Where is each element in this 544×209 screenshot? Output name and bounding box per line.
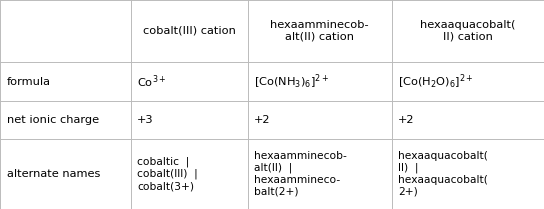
Text: +2: +2 <box>254 115 270 125</box>
Text: $[\mathrm{Co(NH_3)_6}]^{2+}$: $[\mathrm{Co(NH_3)_6}]^{2+}$ <box>254 72 329 91</box>
Text: hexaamminecob-
alt(II) cation: hexaamminecob- alt(II) cation <box>270 20 369 42</box>
Text: cobaltic  |
cobalt(III)  |
cobalt(3+): cobaltic | cobalt(III) | cobalt(3+) <box>137 157 198 191</box>
Text: hexaamminecob-
alt(II)  |
hexaammineco-
balt(2+): hexaamminecob- alt(II) | hexaammineco- b… <box>254 151 347 197</box>
Text: +2: +2 <box>398 115 415 125</box>
Text: alternate names: alternate names <box>7 169 100 179</box>
Text: net ionic charge: net ionic charge <box>7 115 98 125</box>
Text: hexaaquacobalt(
II) cation: hexaaquacobalt( II) cation <box>420 20 516 42</box>
Text: Co$^{3+}$: Co$^{3+}$ <box>137 73 166 90</box>
Text: formula: formula <box>7 76 51 87</box>
Text: hexaaquacobalt(
II)  |
hexaaquacobalt(
2+): hexaaquacobalt( II) | hexaaquacobalt( 2+… <box>398 151 488 197</box>
Text: $[\mathrm{Co(H_2O)_6}]^{2+}$: $[\mathrm{Co(H_2O)_6}]^{2+}$ <box>398 72 474 91</box>
Text: +3: +3 <box>137 115 154 125</box>
Text: cobalt(III) cation: cobalt(III) cation <box>143 26 236 36</box>
